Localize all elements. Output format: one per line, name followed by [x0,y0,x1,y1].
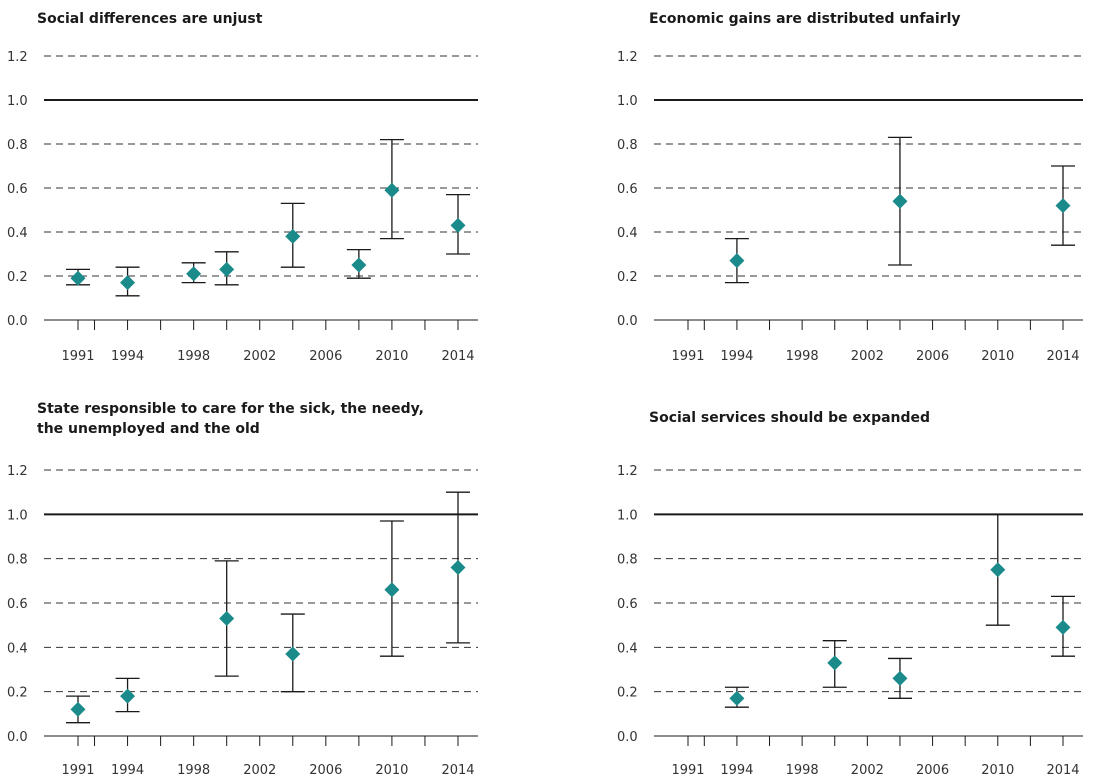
x-tick-label: 2010 [981,763,1014,778]
y-tick-label: 0.2 [7,686,28,701]
chart-title-line: Economic gains are distributed unfairly [649,11,961,27]
data-point-marker [990,562,1006,578]
y-tick-label: 0.4 [617,641,638,656]
data-point-marker [729,253,745,269]
y-tick-label: 1.2 [7,50,28,65]
x-tick-label: 2002 [851,763,884,778]
data-point-marker [892,193,908,209]
x-tick-label: 1991 [61,349,94,364]
x-tick-label: 1994 [720,349,753,364]
data-point-marker [729,690,745,706]
data-point-marker [827,655,843,671]
x-tick-label: 2010 [981,349,1014,364]
y-tick-label: 1.2 [617,464,638,479]
y-tick-label: 0.4 [617,226,638,241]
y-tick-label: 1.0 [7,94,28,109]
chart-title: Economic gains are distributed unfairly [649,9,961,29]
data-point-marker [70,270,86,286]
x-tick-label: 2006 [916,763,949,778]
data-point-marker [450,560,466,576]
x-tick-label: 2010 [375,349,408,364]
y-tick-label: 0.0 [617,730,638,745]
chart-title: Social services should be expanded [649,408,930,428]
chart-title-line: Social services should be expanded [649,410,931,426]
data-point-marker [120,688,136,704]
x-tick-label: 1998 [786,763,819,778]
y-tick-label: 0.0 [7,314,28,329]
x-tick-label: 2014 [1046,763,1079,778]
chart-title: State responsible to care for the sick, … [37,399,424,439]
y-tick-label: 0.6 [7,182,28,197]
data-point-marker [219,261,235,277]
x-tick-label: 2002 [243,763,276,778]
data-point-marker [120,275,136,291]
y-tick-label: 0.8 [7,553,28,568]
data-point-marker [285,228,301,244]
y-tick-label: 0.8 [617,138,638,153]
x-tick-label: 1998 [786,349,819,364]
y-tick-label: 0.2 [617,686,638,701]
data-point-marker [219,611,235,627]
x-tick-label: 1991 [671,349,704,364]
data-point-marker [1055,198,1071,214]
y-tick-label: 1.0 [7,508,28,523]
x-tick-label: 2010 [375,763,408,778]
x-tick-label: 2002 [243,349,276,364]
chart-panel-economic-gains: Economic gains are distributed unfairly … [548,0,1095,391]
x-tick-label: 1998 [177,349,210,364]
data-point-marker [285,646,301,662]
chart-title: Social differences are unjust [37,9,262,29]
y-tick-label: 0.2 [617,270,638,285]
y-tick-label: 1.2 [7,464,28,479]
y-tick-label: 0.4 [7,226,28,241]
chart-title-line: State responsible to care for the sick, … [37,401,424,417]
y-tick-label: 1.2 [617,50,638,65]
x-tick-label: 2014 [441,349,474,364]
y-tick-label: 0.6 [7,597,28,612]
data-point-marker [1055,619,1071,635]
x-tick-label: 1994 [111,349,144,364]
y-tick-label: 0.6 [617,597,638,612]
chart-panel-social-differences: Social differences are unjust 0.0 0.2 0.4 0… [0,0,548,391]
y-tick-label: 0.2 [7,270,28,285]
x-tick-label: 2006 [916,349,949,364]
x-tick-label: 1994 [111,763,144,778]
chart-plot: 0.0 0.2 0.4 0.6 0.8 1.0 1.2 1991 1994 1998 2002 200… [617,464,1083,778]
y-tick-label: 0.0 [617,314,638,329]
data-point-marker [384,182,400,198]
data-point-marker [186,266,202,282]
x-tick-label: 2014 [441,763,474,778]
y-tick-label: 1.0 [617,94,638,109]
x-tick-label: 2006 [309,763,342,778]
chart-plot: 0.0 0.2 0.4 0.6 0.8 1.0 1.2 1991 1994 1998 2002 200… [7,50,478,364]
x-tick-label: 1991 [671,763,704,778]
y-tick-label: 0.8 [7,138,28,153]
y-tick-label: 0.8 [617,553,638,568]
data-point-marker [450,217,466,233]
x-tick-label: 2014 [1046,349,1079,364]
x-tick-label: 1994 [720,763,753,778]
data-point-marker [892,670,908,686]
chart-panel-social-services: Social services should be expanded 0.0 0.… [548,391,1095,782]
chart-plot: 0.0 0.2 0.4 0.6 0.8 1.0 1.2 1991 1994 1998 2002 200… [7,464,478,778]
chart-plot: 0.0 0.2 0.4 0.6 0.8 1.0 1.2 1991 1994 1998 2002 200… [617,50,1083,364]
y-tick-label: 1.0 [617,508,638,523]
x-tick-label: 1991 [61,763,94,778]
data-point-marker [70,701,86,717]
y-tick-label: 0.4 [7,641,28,656]
data-point-marker [384,582,400,598]
y-tick-label: 0.6 [617,182,638,197]
y-tick-label: 0.0 [7,730,28,745]
data-point-marker [351,257,367,273]
chart-panel-state-responsible: State responsible to care for the sick, … [0,391,548,782]
x-tick-label: 1998 [177,763,210,778]
x-tick-label: 2002 [851,349,884,364]
chart-title-line: the unemployed and the old [37,421,260,437]
x-tick-label: 2006 [309,349,342,364]
chart-title-line: Social differences are unjust [37,11,263,27]
